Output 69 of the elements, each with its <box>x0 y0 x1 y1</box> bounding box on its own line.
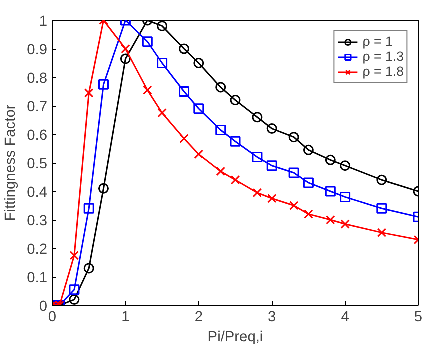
point <box>69 294 80 306</box>
point <box>376 203 388 214</box>
y-tick-label: 0.7 <box>27 100 48 116</box>
point <box>120 54 131 64</box>
point <box>377 228 387 238</box>
point <box>180 134 189 144</box>
point <box>69 284 80 296</box>
y-tick-label: 0.1 <box>27 270 48 286</box>
point <box>194 104 204 114</box>
point <box>143 86 152 95</box>
legend-label: ρ = 1 <box>362 34 393 49</box>
y-tick-label: 1 <box>39 14 48 30</box>
point <box>142 36 153 48</box>
x-tick-label: 4 <box>341 310 350 326</box>
point <box>230 175 240 185</box>
point <box>70 250 80 260</box>
point <box>84 88 94 98</box>
y-tick-label: 0.8 <box>27 71 48 87</box>
point <box>288 132 300 143</box>
point <box>340 220 350 229</box>
point <box>121 44 130 54</box>
point <box>216 82 226 93</box>
point <box>98 183 109 194</box>
point <box>304 210 314 219</box>
point <box>267 194 277 204</box>
y-tick-label: 0.6 <box>27 128 48 144</box>
point <box>98 79 109 90</box>
point <box>340 192 351 202</box>
point <box>84 263 94 274</box>
point <box>376 174 388 186</box>
point <box>325 186 336 197</box>
y-tick-label: 0.2 <box>27 242 48 258</box>
x-tick-label: 2 <box>194 310 203 326</box>
point <box>325 154 336 166</box>
x-tick-label: 1 <box>122 310 130 326</box>
point <box>266 160 278 172</box>
x-tick-label: 5 <box>414 310 423 326</box>
point <box>252 112 263 123</box>
x-tick-label: 3 <box>268 310 276 326</box>
point <box>252 152 263 163</box>
y-tick-label: 0.9 <box>27 42 48 58</box>
point <box>194 58 204 68</box>
legend-label: ρ = 1.8 <box>362 64 404 79</box>
point <box>326 215 336 225</box>
point <box>230 95 241 106</box>
point <box>157 58 168 68</box>
point <box>216 166 226 176</box>
point <box>157 20 168 32</box>
y-tick-label: 0 <box>39 299 48 315</box>
y-tick-label: 0.5 <box>27 156 48 172</box>
point <box>194 150 204 160</box>
y-tick-label: 0.4 <box>27 185 48 201</box>
point <box>216 124 226 136</box>
point <box>84 203 94 214</box>
point <box>340 160 351 172</box>
legend-label: ρ = 1.3 <box>362 49 404 64</box>
point <box>303 178 314 188</box>
point <box>252 188 262 198</box>
y-axis-title: Fittingness Factor <box>3 104 20 222</box>
point <box>303 144 314 156</box>
point <box>266 124 278 134</box>
point <box>288 168 300 178</box>
point <box>179 86 190 97</box>
point <box>158 108 167 118</box>
x-axis-title: Pi/Preq,i <box>208 330 264 346</box>
point <box>289 201 299 210</box>
point <box>179 44 190 54</box>
y-tick-label: 0.3 <box>27 214 48 230</box>
point <box>230 136 241 147</box>
